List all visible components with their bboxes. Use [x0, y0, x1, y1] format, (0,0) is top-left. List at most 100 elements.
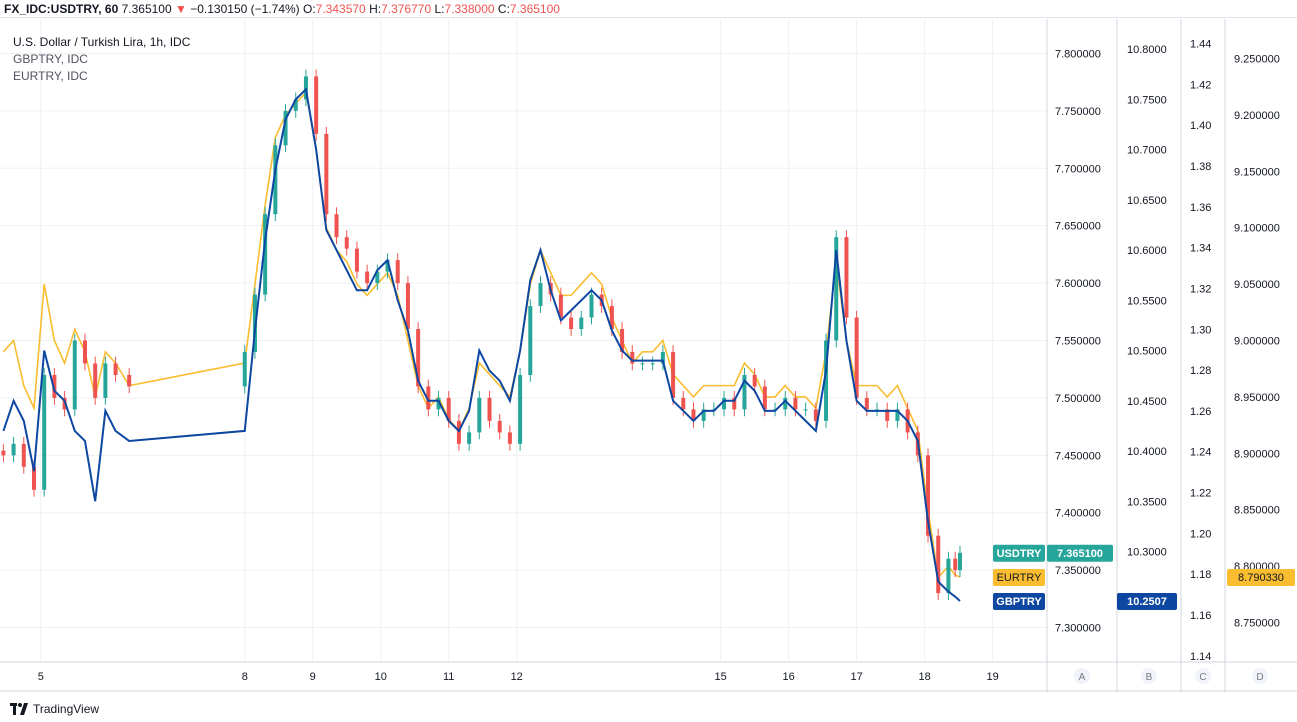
usdtry-candle-body — [93, 363, 98, 398]
usdtry-name-tag: USDTRY — [997, 548, 1042, 560]
x-tick-label: 17 — [851, 671, 863, 683]
close-label: C: — [497, 2, 510, 16]
axis-c-tick: 1.36 — [1190, 202, 1211, 214]
axis-a-tick: 7.750000 — [1055, 106, 1101, 118]
axis-letter-badge[interactable] — [1141, 668, 1157, 684]
x-tick-label: 11 — [443, 671, 454, 683]
footer: TradingView — [0, 692, 1297, 722]
x-tick-label: 18 — [918, 671, 930, 683]
gbptry-value-tag: 10.2507 — [1127, 596, 1167, 608]
usdtry-candle-body — [405, 283, 410, 330]
usdtry-candle-body — [620, 329, 625, 352]
usdtry-candle-body — [395, 260, 400, 284]
usdtry-name-tag-bg — [993, 544, 1045, 562]
usdtry-candle-body — [701, 409, 706, 421]
usdtry-candle-body — [334, 214, 339, 238]
usdtry-candle-body — [416, 329, 421, 387]
low-value: 7.338000 — [444, 2, 495, 16]
axis-letter-badge[interactable] — [1195, 668, 1211, 684]
axis-b-tick: 10.6000 — [1127, 245, 1167, 257]
usdtry-candle-body — [518, 374, 523, 444]
axis-a-tick: 7.450000 — [1055, 450, 1101, 462]
x-tick-label: 12 — [511, 671, 523, 683]
usdtry-candle-body — [528, 306, 533, 375]
axis-letter-badge[interactable] — [1252, 668, 1268, 684]
eurtry-name-tag: EURTRY — [997, 572, 1042, 584]
gbptry-line — [2, 87, 961, 602]
axis-letter: C — [1199, 672, 1206, 683]
legend-eurtry[interactable]: EURTRY, IDC — [13, 69, 88, 83]
symbol-title[interactable]: FX_IDC:USDTRY, 60 — [4, 2, 119, 16]
axis-c-tick: 1.44 — [1190, 38, 1211, 50]
legend-main-series[interactable]: U.S. Dollar / Turkish Lira, 1h, IDC — [13, 35, 191, 49]
axis-letter-badge[interactable] — [1074, 668, 1090, 684]
usdtry-candle-body — [344, 237, 349, 249]
usdtry-candle-body — [31, 466, 36, 490]
usdtry-candle-body — [783, 397, 788, 410]
usdtry-candle-body — [467, 432, 472, 444]
usdtry-candle-body — [103, 363, 108, 398]
usdtry-candle-body — [691, 409, 696, 421]
legend-gbptry[interactable]: GBPTRY, IDC — [13, 52, 88, 66]
usdtry-candle-body — [538, 283, 543, 307]
chart-legend: U.S. Dollar / Turkish Lira, 1h, IDC GBPT… — [13, 34, 190, 85]
axis-a-tick: 7.300000 — [1055, 623, 1101, 635]
eurtry-value-tag: 8.790330 — [1238, 572, 1284, 584]
axis-c-tick: 1.24 — [1190, 447, 1211, 459]
usdtry-candle-body — [630, 351, 635, 364]
usdtry-candle-body — [936, 535, 941, 594]
usdtry-candle-body — [640, 363, 645, 365]
usdtry-candle-body — [803, 409, 808, 411]
usdtry-candle-body — [426, 386, 431, 410]
axis-a-tick: 7.400000 — [1055, 508, 1101, 520]
last-price: 7.365100 — [121, 2, 172, 16]
usdtry-candle-body — [885, 409, 890, 421]
usdtry-candle-body — [660, 351, 665, 364]
x-tick-label: 19 — [986, 671, 998, 683]
axis-b-tick: 10.7500 — [1127, 94, 1167, 106]
usdtry-candle-body — [72, 340, 77, 410]
usdtry-candle-body — [127, 374, 132, 387]
usdtry-candle-body — [864, 397, 869, 410]
usdtry-candle-body — [957, 552, 962, 571]
close-value: 7.365100 — [509, 2, 560, 16]
usdtry-candle-body — [926, 455, 931, 536]
open-label: O: — [303, 2, 316, 16]
gbptry-name-tag: GBPTRY — [996, 596, 1042, 608]
axis-c-tick: 1.14 — [1190, 651, 1211, 663]
usdtry-candle-body — [681, 397, 686, 410]
axis-d-tick: 9.200000 — [1234, 110, 1280, 122]
eurtry-name-tag-bg — [993, 569, 1045, 587]
axis-d-tick: 9.150000 — [1234, 166, 1280, 178]
axis-a-tick: 7.650000 — [1055, 221, 1101, 233]
axis-c-tick: 1.32 — [1190, 283, 1211, 295]
usdtry-candle-body — [436, 397, 441, 410]
usdtry-candle-body — [946, 558, 951, 594]
usdtry-candle-body — [953, 558, 958, 571]
usdtry-candle-body — [507, 432, 512, 444]
usdtry-candle-body — [365, 271, 370, 284]
usdtry-candle-body — [21, 443, 26, 467]
usdtry-candle-body — [354, 248, 359, 272]
tradingview-logo[interactable]: TradingView — [10, 702, 99, 716]
usdtry-candle-body — [732, 397, 737, 410]
axis-c-tick: 1.20 — [1190, 528, 1211, 540]
usdtry-candle-body — [824, 340, 829, 421]
axis-c-tick: 1.16 — [1190, 610, 1211, 622]
x-tick-label: 9 — [310, 671, 316, 683]
price-chart[interactable]: 7.800000 7.750000 7.700000 7.650000 7.600000… — [0, 0, 1297, 692]
usdtry-candle-body — [813, 409, 818, 421]
gbptry-value-tag-bg — [1117, 593, 1177, 611]
usdtry-candle-body — [293, 99, 298, 111]
axis-d-tick: 9.000000 — [1234, 336, 1280, 348]
usdtry-candle-body — [42, 374, 47, 490]
x-tick-label: 8 — [242, 671, 248, 683]
axis-c-tick: 1.42 — [1190, 79, 1211, 91]
usdtry-candle-body — [762, 386, 767, 410]
down-arrow-icon: ▼ — [175, 2, 187, 16]
usdtry-candle-body — [283, 110, 288, 146]
axis-a-tick: 7.600000 — [1055, 278, 1101, 290]
usdtry-candle-body — [11, 443, 16, 456]
low-label: L: — [434, 2, 445, 16]
usdtry-candle-body — [722, 397, 727, 410]
